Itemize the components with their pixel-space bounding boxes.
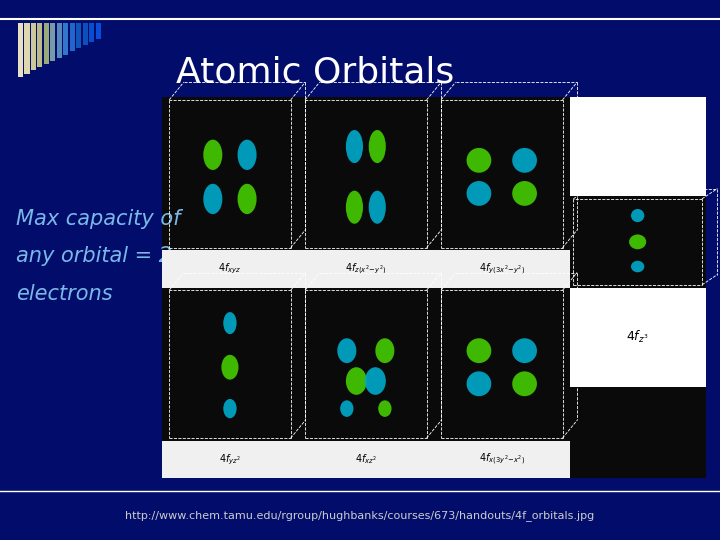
Ellipse shape [467,181,491,206]
Ellipse shape [512,338,537,363]
Ellipse shape [467,148,491,173]
Ellipse shape [203,140,222,170]
Bar [298,97,433,287]
Bar [76,23,81,49]
Ellipse shape [378,400,392,417]
Bar [433,251,570,287]
Bar [50,23,55,61]
Bar [37,23,42,68]
Ellipse shape [369,191,386,224]
Text: $4f_{y(3x^2\!-\!y^2)}$: $4f_{y(3x^2\!-\!y^2)}$ [479,261,525,276]
Ellipse shape [346,367,366,395]
Ellipse shape [512,372,537,396]
Bar [70,23,75,51]
Bar [96,23,101,39]
Ellipse shape [221,355,238,380]
Text: Atomic Orbitals: Atomic Orbitals [176,56,454,90]
Bar [162,251,298,287]
Bar [162,97,706,478]
Bar [162,97,298,287]
Text: Max capacity of: Max capacity of [16,208,180,229]
Bar [89,23,94,42]
Ellipse shape [467,338,491,363]
Ellipse shape [512,148,537,173]
Text: $4f_{xyz}$: $4f_{xyz}$ [218,262,242,276]
Text: $4f_{x(3y^2\!-\!x^2)}$: $4f_{x(3y^2\!-\!x^2)}$ [479,451,525,467]
Text: $4f_{z^3}$: $4f_{z^3}$ [626,329,649,345]
Ellipse shape [629,234,647,249]
Ellipse shape [223,399,237,418]
Bar [570,196,706,287]
Bar [433,97,570,287]
Bar [18,23,23,77]
Bar [44,23,49,64]
Ellipse shape [340,400,354,417]
Bar [433,441,570,478]
Ellipse shape [365,367,386,395]
Ellipse shape [375,338,395,363]
Bar [162,287,298,478]
Text: any orbital = 2: any orbital = 2 [16,246,172,267]
Ellipse shape [238,184,256,214]
Bar [570,287,706,387]
Bar [570,97,706,196]
Ellipse shape [203,184,222,214]
Text: $4f_{yz^2}$: $4f_{yz^2}$ [219,452,241,467]
Ellipse shape [631,209,644,222]
Bar [298,441,433,478]
Bar [83,23,88,45]
Bar [24,23,30,73]
Ellipse shape [369,130,386,163]
Bar [31,23,36,70]
Ellipse shape [223,312,237,334]
Ellipse shape [467,372,491,396]
Ellipse shape [238,140,256,170]
Ellipse shape [631,261,644,272]
Bar [298,287,433,478]
Text: $4f_{xz^2}$: $4f_{xz^2}$ [355,453,377,466]
Ellipse shape [337,338,356,363]
Ellipse shape [346,191,363,224]
Bar [63,23,68,55]
Bar [162,441,298,478]
Bar [433,287,570,478]
Bar [57,23,62,58]
Ellipse shape [512,181,537,206]
Ellipse shape [346,130,363,163]
Text: electrons: electrons [16,284,112,305]
Bar [298,251,433,287]
Text: http://www.chem.tamu.edu/rgroup/hughbanks/courses/673/handouts/4f_orbitals.jpg: http://www.chem.tamu.edu/rgroup/hughbank… [125,510,595,521]
Text: $4f_{z(x^2\!-\!y^2)}$: $4f_{z(x^2\!-\!y^2)}$ [345,261,387,276]
